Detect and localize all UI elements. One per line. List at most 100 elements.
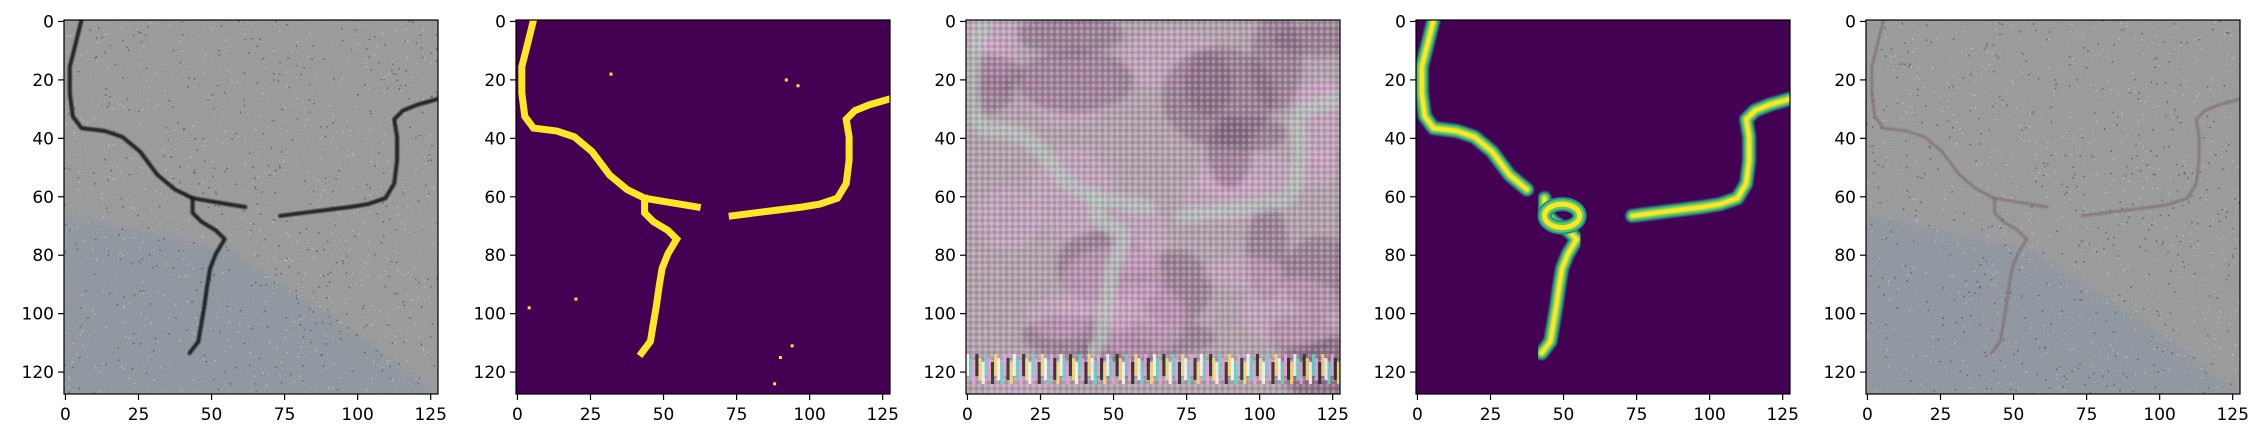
gravel-speck bbox=[107, 254, 110, 256]
gravel-speck bbox=[2064, 154, 2067, 157]
gravel-speck bbox=[179, 181, 181, 184]
gravel-speck bbox=[414, 233, 417, 236]
gravel-speck bbox=[1969, 298, 1972, 300]
artifact-stripe bbox=[1181, 354, 1185, 376]
gravel-speck bbox=[2225, 150, 2228, 153]
gravel-speck bbox=[363, 267, 366, 270]
gravel-speck bbox=[249, 352, 251, 354]
gravel-speck bbox=[2074, 136, 2077, 139]
gravel-speck bbox=[244, 38, 247, 41]
gravel-speck bbox=[331, 300, 334, 303]
gravel-speck bbox=[1933, 240, 1936, 243]
gravel-speck bbox=[326, 240, 329, 243]
gravel-speck bbox=[2113, 298, 2116, 300]
gravel-speck bbox=[2235, 344, 2237, 347]
gravel-speck bbox=[365, 48, 368, 50]
y-tick-label: 40 bbox=[1834, 129, 1856, 149]
gravel-speck bbox=[97, 41, 99, 44]
gravel-speck bbox=[159, 249, 161, 252]
gravel-speck bbox=[1998, 22, 2001, 25]
y-tick-label: 0 bbox=[1395, 12, 1406, 32]
gravel-speck bbox=[379, 310, 381, 312]
gravel-speck bbox=[266, 326, 269, 328]
gravel-speck bbox=[155, 265, 158, 267]
gravel-speck bbox=[2165, 114, 2168, 117]
gravel-speck bbox=[1947, 106, 1949, 108]
gravel-speck bbox=[64, 167, 67, 170]
gravel-speck bbox=[250, 37, 253, 40]
gravel-speck bbox=[284, 336, 286, 338]
gravel-speck bbox=[2056, 230, 2058, 232]
artifact-stripe bbox=[1137, 358, 1141, 380]
crack-line bbox=[187, 196, 227, 356]
gravel-speck bbox=[2219, 347, 2221, 350]
gravel-speck bbox=[2006, 163, 2008, 166]
gravel-speck bbox=[2173, 89, 2176, 92]
gravel-speck bbox=[182, 258, 185, 261]
gravel-speck bbox=[171, 175, 174, 178]
gravel-speck bbox=[314, 76, 317, 79]
gravel-speck bbox=[1987, 51, 1990, 53]
gravel-speck bbox=[2055, 83, 2057, 86]
artifact-stripe bbox=[1315, 358, 1319, 380]
gravel-speck bbox=[1887, 280, 1890, 282]
gravel-speck bbox=[1906, 189, 1909, 192]
gravel-speck bbox=[243, 342, 246, 345]
gravel-speck bbox=[2147, 229, 2150, 231]
gravel-speck bbox=[254, 177, 256, 180]
axes-frame bbox=[1415, 19, 1791, 395]
gravel-speck bbox=[422, 347, 424, 349]
gravel-speck bbox=[2227, 32, 2230, 34]
gravel-speck bbox=[250, 284, 253, 287]
artifact-stripe bbox=[987, 358, 991, 380]
gravel-speck bbox=[83, 120, 85, 122]
x-tick-label: 50 bbox=[2003, 405, 2025, 425]
gravel-speck bbox=[305, 227, 308, 230]
gravel-speck bbox=[2042, 174, 2045, 177]
gravel-speck bbox=[193, 85, 195, 88]
gravel-speck bbox=[404, 228, 407, 230]
gravel-speck bbox=[111, 143, 114, 146]
gravel-speck bbox=[2209, 225, 2211, 227]
gravel-speck bbox=[325, 285, 328, 287]
gravel-speck bbox=[256, 203, 259, 206]
gravel-speck bbox=[2037, 341, 2040, 343]
gravel-speck bbox=[2184, 355, 2186, 357]
gravel-speck bbox=[225, 37, 228, 40]
gravel-speck bbox=[1969, 109, 1972, 112]
artifact-stripe bbox=[1258, 358, 1263, 380]
gravel-speck bbox=[2089, 392, 2092, 394]
gravel-speck bbox=[2155, 240, 2158, 242]
gravel-speck bbox=[179, 40, 181, 43]
gravel-speck bbox=[335, 210, 338, 213]
gravel-speck bbox=[273, 257, 275, 259]
gravel-speck bbox=[306, 171, 309, 173]
artifact-stripe bbox=[1118, 358, 1122, 380]
gravel-speck bbox=[2072, 348, 2075, 351]
gravel-speck bbox=[2038, 294, 2040, 297]
gravel-speck bbox=[346, 327, 349, 329]
artifact-stripe bbox=[1025, 358, 1029, 380]
y-tick-label: 20 bbox=[484, 71, 506, 91]
gravel-speck bbox=[367, 241, 370, 243]
gravel-speck bbox=[130, 207, 132, 209]
gravel-speck bbox=[2164, 324, 2167, 327]
gravel-speck bbox=[2004, 366, 2006, 369]
x-tick-label: 100 bbox=[341, 405, 373, 425]
gravel-speck bbox=[78, 356, 81, 359]
artifact-stripe bbox=[1106, 354, 1110, 376]
gravel-speck bbox=[222, 271, 224, 274]
artifact-stripe bbox=[994, 354, 998, 376]
gravel-speck bbox=[138, 247, 141, 249]
gravel-speck bbox=[1887, 165, 1889, 167]
gravel-speck bbox=[1892, 69, 1894, 71]
gravel-speck bbox=[1911, 38, 1914, 40]
gravel-speck bbox=[2028, 258, 2031, 260]
gravel-speck bbox=[193, 242, 195, 244]
gravel-speck bbox=[1958, 291, 1960, 294]
gravel-speck bbox=[319, 137, 322, 139]
gravel-speck bbox=[195, 316, 197, 319]
x-tick-label: 125 bbox=[2216, 405, 2248, 425]
gravel-speck bbox=[2002, 232, 2005, 235]
gravel-speck bbox=[2053, 171, 2056, 174]
